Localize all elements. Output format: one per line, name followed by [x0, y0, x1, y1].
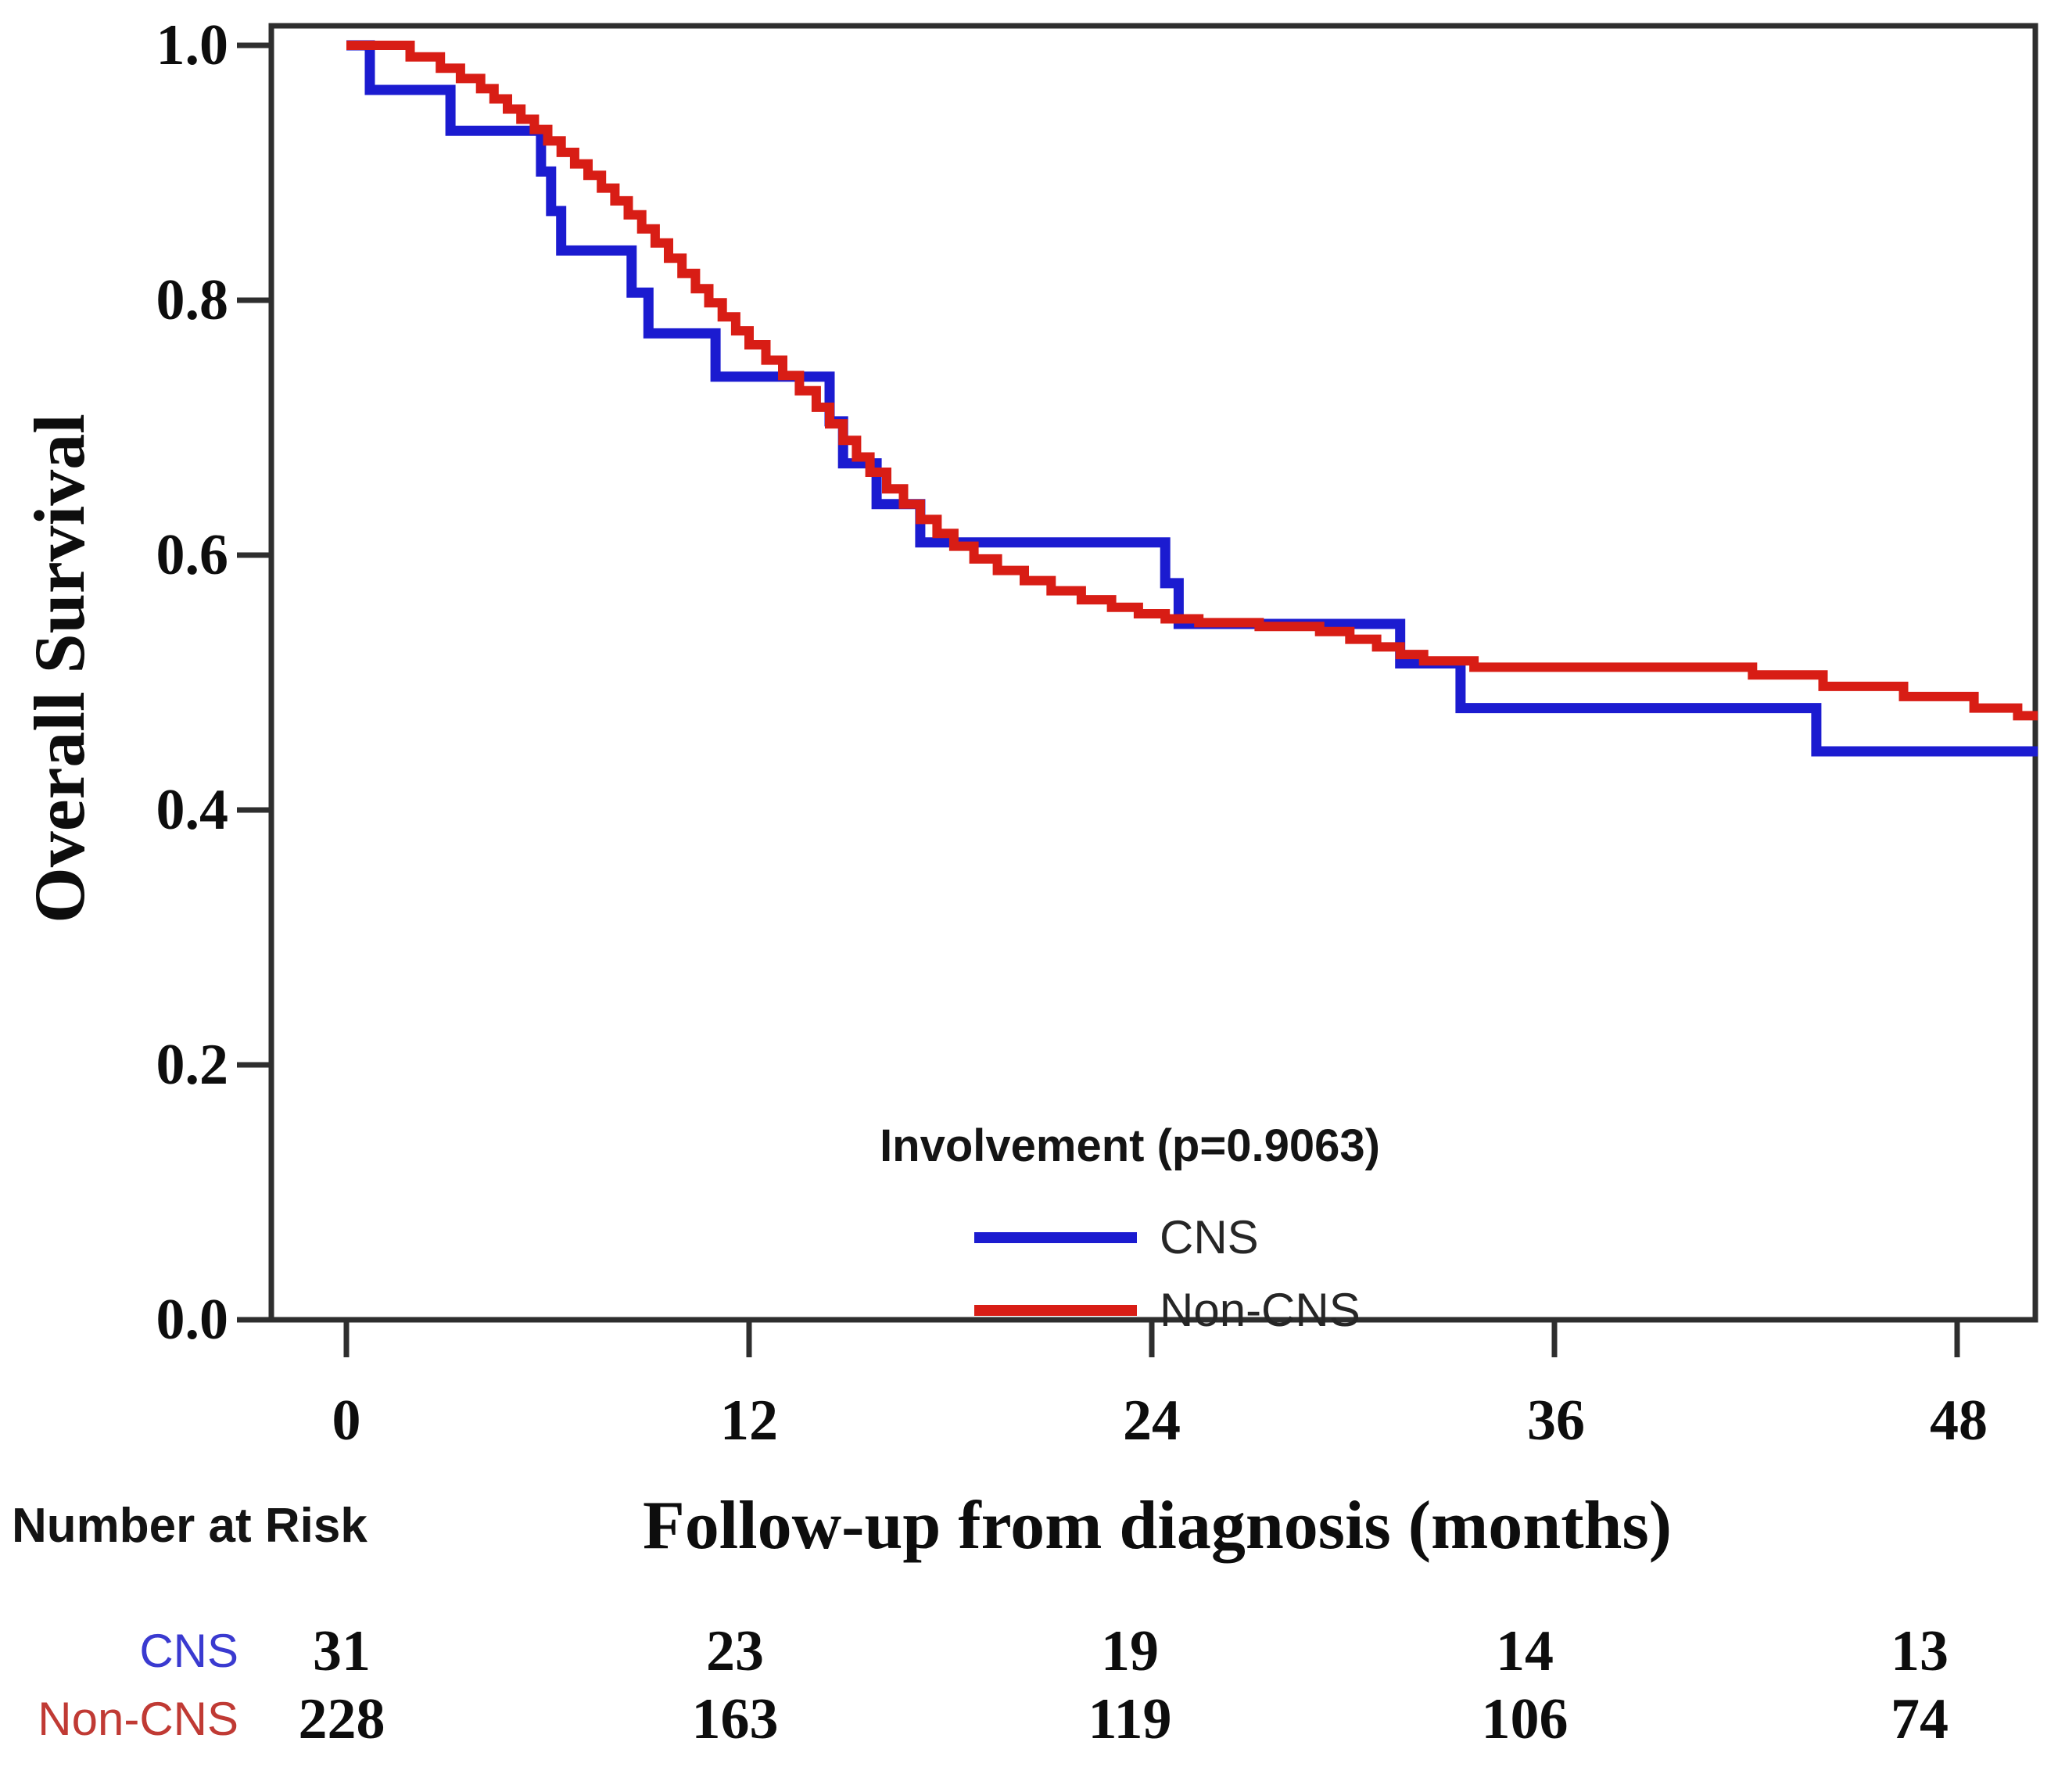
- x-tick-label-24: 24: [1123, 1389, 1181, 1453]
- risk-value-cns-36: 14: [1496, 1619, 1554, 1683]
- risk-value-non-cns-36: 106: [1481, 1687, 1569, 1751]
- y-axis-title: Overall Survival: [20, 414, 99, 923]
- risk-value-non-cns-24: 119: [1088, 1687, 1172, 1751]
- cns-legend-label: CNS: [1160, 1211, 1259, 1263]
- risk-value-non-cns-48: 74: [1891, 1687, 1949, 1751]
- non-cns-legend-label: Non-CNS: [1160, 1284, 1361, 1336]
- y-tick-label-0.2: 0.2: [156, 1033, 229, 1097]
- legend-title: Involvement (p=0.9063): [880, 1120, 1380, 1171]
- x-tick-label-12: 12: [720, 1389, 778, 1453]
- x-tick-label-0: 0: [332, 1389, 361, 1453]
- risk-row-label-non-cns: Non-CNS: [38, 1693, 238, 1745]
- x-tick-label-48: 48: [1930, 1389, 1988, 1453]
- risk-value-non-cns-0: 228: [298, 1687, 385, 1751]
- x-axis-title: Follow-up from diagnosis (months): [642, 1488, 1673, 1564]
- cns-survival-curve: [346, 40, 2038, 757]
- y-tick-label-0.6: 0.6: [156, 523, 229, 587]
- y-tick-label-1.0: 1.0: [156, 13, 229, 77]
- non-cns-survival-curve: [346, 41, 2038, 721]
- risk-value-cns-48: 13: [1891, 1619, 1949, 1683]
- x-tick-label-36: 36: [1527, 1389, 1585, 1453]
- risk-value-cns-24: 19: [1101, 1619, 1159, 1683]
- risk-row-label-cns: CNS: [139, 1625, 238, 1677]
- risk-value-cns-0: 31: [313, 1619, 371, 1683]
- risk-value-cns-12: 23: [706, 1619, 764, 1683]
- y-tick-label-0.0: 0.0: [156, 1288, 229, 1352]
- risk-value-non-cns-12: 163: [691, 1687, 779, 1751]
- cns-legend-line: [974, 1232, 1137, 1243]
- non-cns-legend-line: [974, 1305, 1137, 1316]
- number-at-risk-heading: Number at Risk: [12, 1499, 368, 1553]
- y-tick-label-0.4: 0.4: [156, 778, 229, 842]
- y-tick-label-0.8: 0.8: [156, 268, 229, 332]
